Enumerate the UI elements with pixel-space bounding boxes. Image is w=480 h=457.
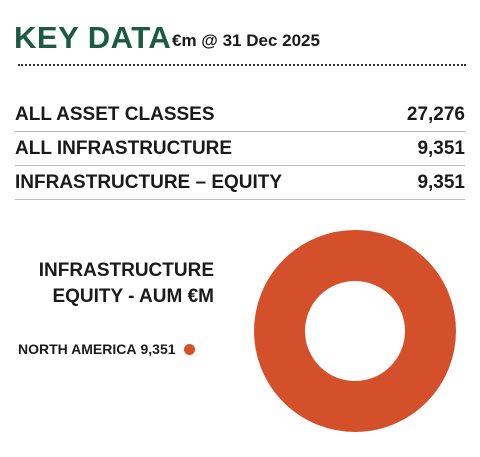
row-label: ALL INFRASTRUCTURE <box>15 137 233 159</box>
table-row: ALL INFRASTRUCTURE 9,351 <box>15 132 465 166</box>
table-row: ALL ASSET CLASSES 27,276 <box>15 98 465 132</box>
divider <box>18 64 466 66</box>
row-label: ALL ASSET CLASSES <box>15 103 215 125</box>
legend-swatch <box>183 343 195 355</box>
title: KEY DATA <box>14 20 172 55</box>
legend-label: NORTH AMERICA <box>18 341 137 357</box>
table-row: INFRASTRUCTURE – EQUITY 9,351 <box>15 166 465 200</box>
legend: NORTH AMERICA 9,351 <box>18 341 195 357</box>
subtitle: €m @ 31 Dec 2025 <box>172 31 320 50</box>
donut-segment <box>254 230 456 432</box>
row-value: 27,276 <box>406 103 465 125</box>
legend-value: 9,351 <box>140 341 176 357</box>
chart-title: INFRASTRUCTURE EQUITY - AUM €M <box>38 260 214 307</box>
row-value: 9,351 <box>417 171 465 193</box>
row-value: 9,351 <box>417 137 465 159</box>
row-label: INFRASTRUCTURE – EQUITY <box>15 171 283 193</box>
